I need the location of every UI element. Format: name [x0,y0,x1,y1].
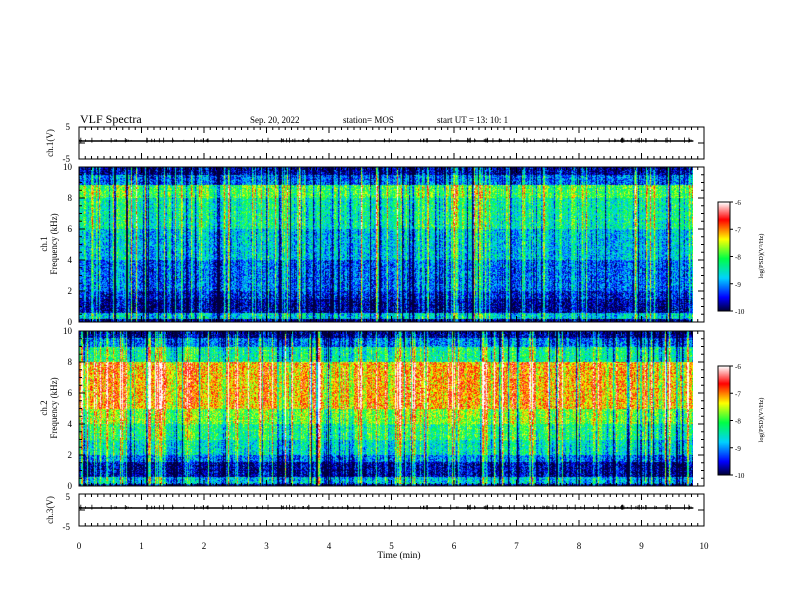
time-tick-label: 7 [514,541,519,551]
ch2-spectrogram-ylabel-frequency: Frequency (kHz) [49,377,59,438]
time-tick-label: 2 [202,541,207,551]
ch1-colorbar: -6 -7 -8 -9 -10 log(PSD)(V²/Hz) [717,199,765,316]
time-tick-label: 1 [139,541,144,551]
time-tick-label: 3 [264,541,269,551]
ch1-voltage-panel: 5 -5 ch.1(V) [45,122,705,164]
colorbar-tick-label: -8 [735,418,741,426]
ch2-colorbar-gradient [718,366,730,475]
ch1-spectrogram-ylabel-channel: ch.1 [39,236,49,251]
frequency-tick-label: 2 [68,450,73,460]
ch2-colorbar: -6 -7 -8 -9 -10 log(PSD)(V²/Hz) [717,363,765,480]
frequency-tick-label: 8 [68,357,73,367]
ch3-voltage-panel: 5 -5 ch.3(V) [45,492,705,532]
frequency-tick-label: 0 [68,481,73,491]
ch2-spectrogram-ticks [78,330,705,487]
ch1-voltage-ticks [78,126,705,160]
colorbar-tick-label: -6 [735,199,741,207]
ch1-colorbar-label: log(PSD)(V²/Hz) [758,234,765,279]
colorbar-tick-label: -9 [735,445,741,453]
ch3-voltage-trace [78,504,694,510]
time-tick-label: 9 [639,541,644,551]
time-tick-label: 8 [577,541,582,551]
frequency-tick-label: 10 [63,326,73,336]
ch1-voltage-trace [78,137,694,143]
frequency-tick-label: 2 [68,286,73,296]
colorbar-tick-label: -7 [735,226,741,234]
frequency-tick-label: 4 [68,419,73,429]
frequency-tick-label: 4 [68,255,73,265]
ch1-voltage-ytick-top: 5 [66,122,71,132]
frequency-tick-label: 0 [68,317,73,327]
ch2-spectrogram-ylabel-channel: ch.2 [39,400,49,415]
ch1-spectrogram-panel: 0 2 4 6 8 10 ch.1 Frequency (kHz) [39,162,705,327]
ch2-spectrogram-image [79,331,693,486]
colorbar-tick-label: -6 [735,363,741,371]
ch2-spectrogram-ytick-labels: 0 2 4 6 8 10 [63,326,73,491]
station-label: station= MOS [343,115,394,125]
colorbar-tick-label: -8 [735,254,741,262]
ch1-voltage-ytick-bottom: -5 [63,154,71,164]
colorbar-tick-label: -10 [735,308,745,316]
ch1-colorbar-gradient [718,202,730,311]
ch1-voltage-ylabel: ch.1(V) [45,129,55,157]
time-tick-label: 0 [77,541,82,551]
frequency-tick-label: 6 [68,388,73,398]
start-time-label: start UT = 13: 10: 1 [437,115,508,125]
ch1-spectrogram-ylabel-frequency: Frequency (kHz) [49,213,59,274]
frequency-tick-label: 10 [63,162,73,172]
time-tick-label: 6 [452,541,457,551]
time-axis-tick-labels: 0 1 2 3 4 5 6 7 8 9 10 [77,541,709,551]
date-label: Sep. 20, 2022 [250,115,300,125]
ch3-voltage-ytick-bottom: -5 [63,522,71,532]
colorbar-tick-label: -10 [735,472,745,480]
time-tick-label: 4 [327,541,332,551]
ch1-colorbar-ticks: -6 -7 -8 -9 -10 [730,199,745,316]
ch2-colorbar-ticks: -6 -7 -8 -9 -10 [730,363,745,480]
frequency-tick-label: 6 [68,224,73,234]
ch1-spectrogram-image [79,167,693,322]
ch3-voltage-ylabel: ch.3(V) [45,496,55,524]
time-tick-label: 5 [389,541,394,551]
time-tick-label: 10 [700,541,710,551]
ch1-spectrogram-ytick-labels: 0 2 4 6 8 10 [63,162,73,327]
figure-title: VLF Spectra [80,112,142,126]
time-axis-label: Time (min) [377,550,420,561]
ch1-spectrogram-ticks [78,166,705,323]
frequency-tick-label: 8 [68,193,73,203]
ch3-voltage-ticks [78,493,705,527]
colorbar-tick-label: -9 [735,281,741,289]
ch3-voltage-ytick-top: 5 [66,492,71,502]
colorbar-tick-label: -7 [735,390,741,398]
ch2-spectrogram-panel: 0 2 4 6 8 10 ch.2 Frequency (kHz) [39,326,705,491]
ch2-colorbar-label: log(PSD)(V²/Hz) [758,398,765,443]
